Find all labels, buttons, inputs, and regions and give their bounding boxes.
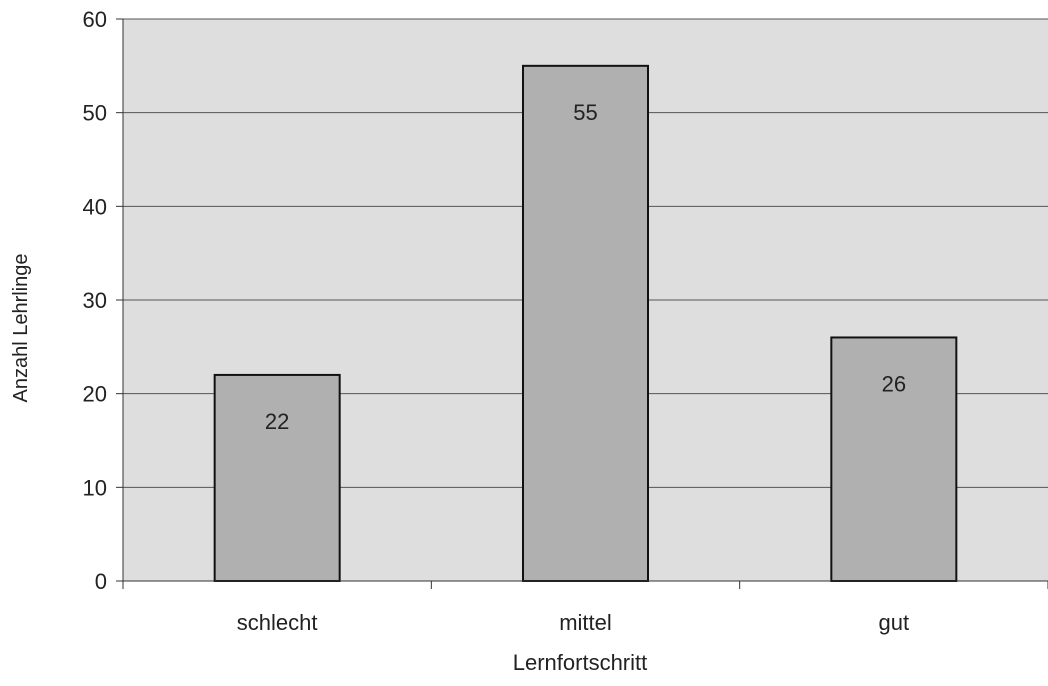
x-tick-label: schlecht — [237, 610, 318, 635]
bar-schlecht — [213, 373, 341, 582]
y-tick-label: 0 — [95, 569, 107, 594]
x-axis-label: Lernfortschritt — [513, 650, 648, 675]
y-axis-label: Anzahl Lehrlinge — [10, 254, 32, 403]
data-labels: 22 55 26 — [265, 100, 906, 434]
x-ticks: schlecht mittel gut — [122, 581, 1048, 635]
y-tick-label: 10 — [83, 475, 107, 500]
data-label-mittel: 55 — [573, 100, 597, 125]
y-tick-label: 40 — [83, 194, 107, 219]
x-tick-label: mittel — [559, 610, 612, 635]
y-ticks: 0 10 20 30 40 50 60 — [83, 7, 123, 594]
data-label-gut: 26 — [882, 371, 906, 396]
y-tick-label: 30 — [83, 288, 107, 313]
bars — [213, 64, 958, 583]
x-tick-label: gut — [879, 610, 910, 635]
data-label-schlecht: 22 — [265, 409, 289, 434]
bar-mittel — [522, 64, 649, 583]
y-tick-label: 20 — [83, 382, 107, 407]
y-tick-label: 60 — [83, 7, 107, 32]
y-tick-label: 50 — [83, 101, 107, 126]
